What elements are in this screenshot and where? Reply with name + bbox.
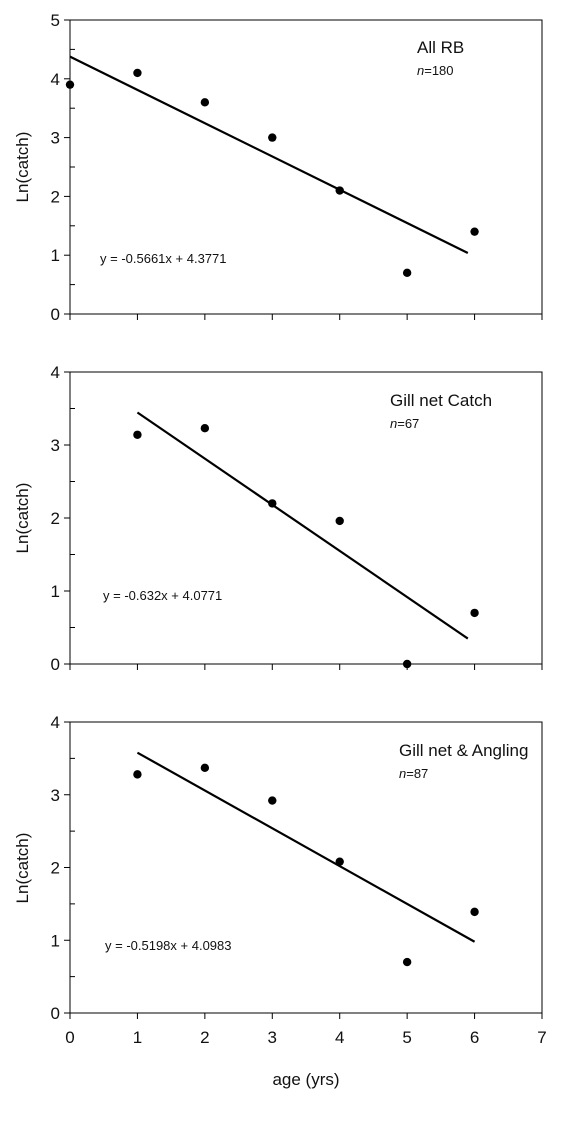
y-tick-label: 2 bbox=[51, 509, 60, 528]
data-point bbox=[268, 796, 277, 805]
regression-equation: y = -0.5198x + 4.0983 bbox=[105, 938, 231, 953]
y-tick-label: 1 bbox=[51, 582, 60, 601]
x-tick-label: 1 bbox=[133, 1028, 142, 1047]
data-point bbox=[402, 659, 412, 669]
panel-title: All RB bbox=[417, 38, 464, 57]
data-point bbox=[133, 430, 142, 439]
data-point bbox=[200, 763, 210, 773]
sample-size-value: =180 bbox=[424, 63, 453, 78]
sample-size-n: n bbox=[390, 416, 397, 431]
sample-size-label: n=67 bbox=[390, 416, 419, 431]
y-tick-label: 1 bbox=[51, 246, 60, 265]
y-axis-label: Ln(catch) bbox=[13, 483, 32, 554]
x-tick-label: 3 bbox=[268, 1028, 277, 1047]
y-tick-label: 0 bbox=[51, 655, 60, 674]
data-point bbox=[402, 268, 412, 278]
x-tick-label: 0 bbox=[65, 1028, 74, 1047]
panel-title: Gill net & Angling bbox=[399, 741, 528, 760]
data-point bbox=[402, 957, 412, 967]
y-axis-label: Ln(catch) bbox=[13, 132, 32, 203]
y-tick-label: 4 bbox=[51, 363, 60, 382]
data-point bbox=[335, 186, 344, 195]
x-tick-label: 4 bbox=[335, 1028, 344, 1047]
y-tick-label: 3 bbox=[51, 436, 60, 455]
trend-line bbox=[136, 411, 469, 640]
sample-size-label: n=180 bbox=[417, 63, 454, 78]
sample-size-label: n=87 bbox=[399, 766, 428, 781]
y-tick-label: 5 bbox=[51, 11, 60, 30]
sample-size-value: =67 bbox=[397, 416, 419, 431]
sample-size-n: n bbox=[417, 63, 424, 78]
y-tick-label: 2 bbox=[51, 187, 60, 206]
chart-panel-3: 0 1 2 3 4 0 1 2 3 4 5 6 7 Ln(catch) age (yrs) Gill net … bbox=[13, 713, 547, 1089]
data-point bbox=[133, 68, 142, 78]
sample-size-n: n bbox=[399, 766, 406, 781]
data-point bbox=[133, 770, 142, 779]
x-tick-label: 5 bbox=[402, 1028, 411, 1047]
y-axis-label: Ln(catch) bbox=[13, 833, 32, 904]
trend-line bbox=[136, 751, 476, 943]
x-axis-label: age (yrs) bbox=[272, 1070, 339, 1089]
y-tick-label: 2 bbox=[51, 859, 60, 878]
y-tick-label: 1 bbox=[51, 931, 60, 950]
x-tick-label: 2 bbox=[200, 1028, 209, 1047]
regression-equation: y = -0.5661x + 4.3771 bbox=[100, 251, 226, 266]
data-point bbox=[200, 424, 210, 433]
y-tick-label: 3 bbox=[51, 129, 60, 148]
plot-frame bbox=[69, 721, 543, 1014]
y-tick-label: 3 bbox=[51, 786, 60, 805]
sample-size-value: =87 bbox=[406, 766, 428, 781]
x-tick-label: 6 bbox=[470, 1028, 479, 1047]
y-tick-label: 4 bbox=[51, 713, 60, 732]
data-point bbox=[200, 98, 210, 107]
y-tick-label: 4 bbox=[51, 70, 60, 89]
data-point bbox=[470, 907, 479, 917]
panel-title: Gill net Catch bbox=[390, 391, 492, 410]
data-point bbox=[335, 516, 344, 526]
trend-line bbox=[69, 55, 469, 255]
data-point bbox=[65, 80, 75, 89]
data-point bbox=[268, 133, 277, 142]
y-tick-label: 0 bbox=[51, 305, 60, 324]
data-point bbox=[470, 227, 479, 236]
data-point bbox=[335, 857, 344, 866]
x-tick-label: 7 bbox=[537, 1028, 546, 1047]
chart-panel-1: 0 1 2 3 4 5 Ln(catch) All RB n=180 y = -0.5661x +… bbox=[13, 11, 543, 324]
data-point bbox=[268, 499, 277, 508]
plot-frame bbox=[69, 19, 543, 315]
chart-panel-2: 0 1 2 3 4 Ln(catch) Gill net Catch n=67 y = -0.6… bbox=[13, 363, 543, 674]
y-tick-label: 0 bbox=[51, 1004, 60, 1023]
data-point bbox=[470, 608, 479, 618]
regression-equation: y = -0.632x + 4.0771 bbox=[103, 588, 222, 603]
